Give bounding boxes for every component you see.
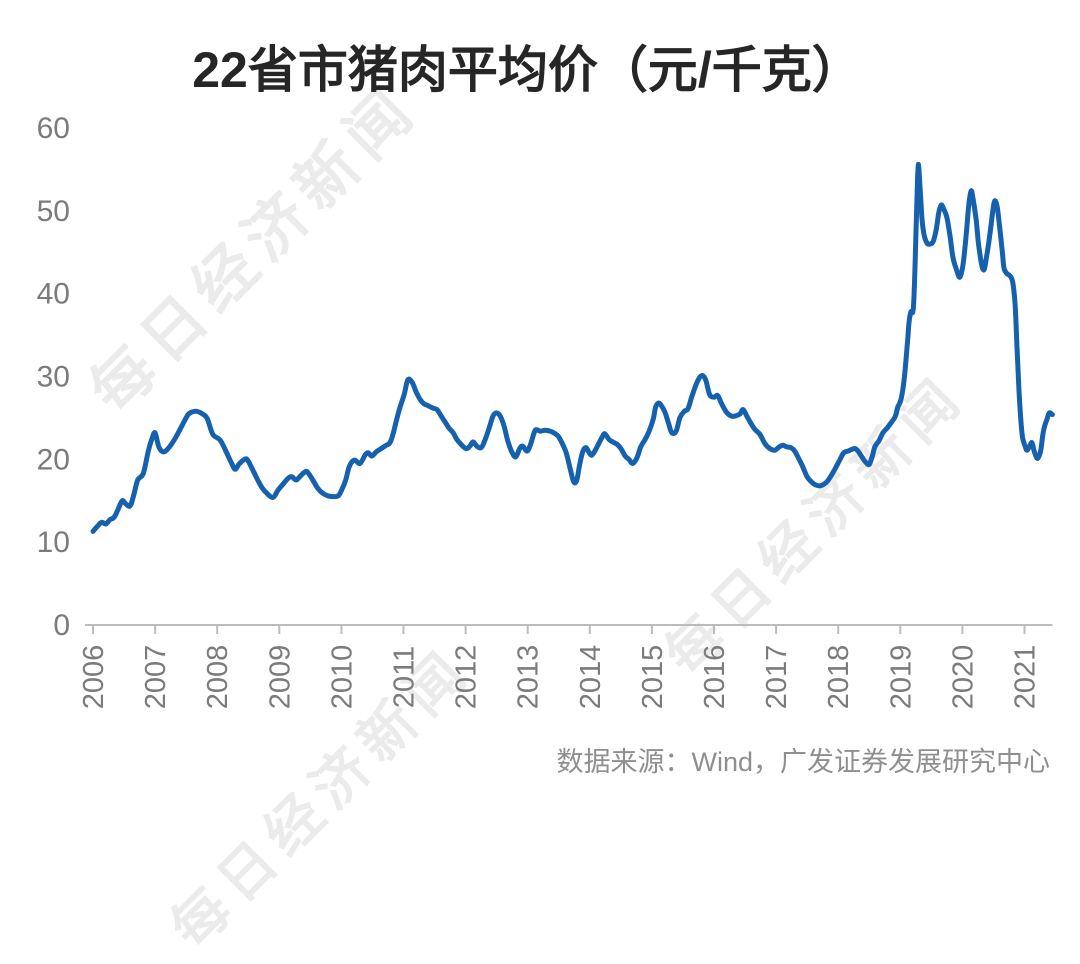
y-tick-label: 20 — [37, 443, 70, 476]
chart-canvas: 22省市猪肉平均价（元/千克） 每日经济新闻 每日经济新闻 每日经济新闻 200… — [37, 42, 1055, 960]
x-tick-label: 2011 — [389, 646, 421, 708]
y-tick-label: 50 — [37, 195, 70, 228]
x-tick-label: 2006 — [78, 645, 110, 710]
y-tick-label: 0 — [53, 609, 70, 642]
pork-price-line-chart: 2006 2007 2008 2009 2010 2011 2012 2013 2014 2015… — [37, 112, 1055, 710]
y-tick-label: 40 — [37, 278, 70, 311]
x-tick-label: 2015 — [637, 645, 669, 710]
x-tick-label: 2016 — [699, 645, 731, 710]
x-tick-label: 2012 — [451, 645, 483, 710]
y-tick-label: 10 — [37, 526, 70, 559]
x-tick-label: 2020 — [947, 645, 979, 710]
chart-title: 22省市猪肉平均价（元/千克） — [192, 42, 862, 98]
x-tick-label: 2008 — [202, 645, 234, 710]
y-tick-label: 60 — [37, 112, 70, 145]
x-tick-label: 2021 — [1010, 645, 1042, 710]
x-tick-label: 2014 — [575, 645, 607, 710]
x-tick-label: 2017 — [761, 645, 793, 710]
x-tick-label: 2013 — [513, 645, 545, 710]
x-tick-label: 2019 — [885, 645, 917, 710]
data-source-note: 数据来源：Wind，广发证券发展研究中心 — [556, 747, 1050, 777]
price-line-series — [90, 161, 1055, 534]
y-tick-label: 30 — [37, 361, 70, 394]
x-tick-label: 2009 — [264, 645, 296, 710]
x-tick-label: 2010 — [326, 645, 358, 710]
x-tick-label: 2007 — [140, 645, 172, 710]
x-tick-label: 2018 — [823, 645, 855, 710]
